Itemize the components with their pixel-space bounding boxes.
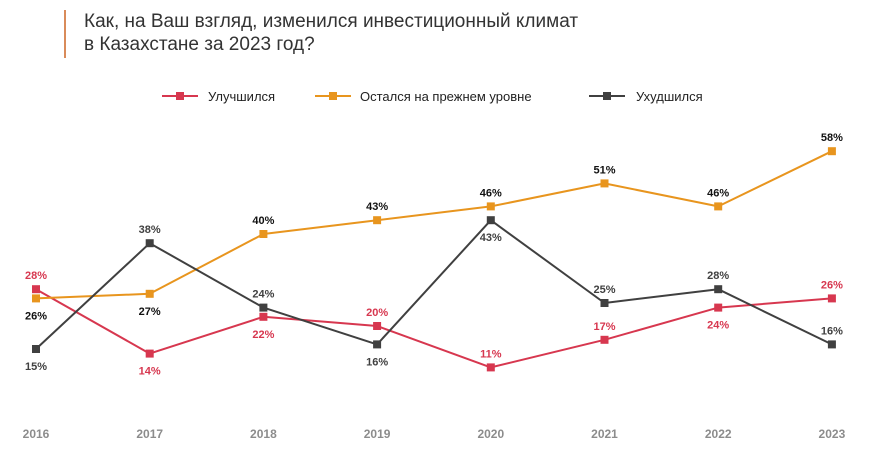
chart-title-line-1: Как, на Ваш взгляд, изменился инвестицио… <box>84 11 579 32</box>
data-label-0-2017: 14% <box>139 366 161 378</box>
data-point-1-2019 <box>373 216 382 225</box>
data-label-2-2016: 15% <box>25 361 47 373</box>
chart-title-line-2: в Казахстане за 2023 год? <box>84 34 315 55</box>
data-point-0-2019 <box>373 322 382 330</box>
data-point-0-2017 <box>145 349 154 358</box>
data-point-2-2016 <box>32 345 40 353</box>
data-label-1-2022: 46% <box>707 187 729 199</box>
data-label-0-2020: 11% <box>480 348 502 360</box>
data-point-1-2022 <box>714 202 723 211</box>
data-point-2-2017 <box>145 239 154 248</box>
data-point-1-2016 <box>32 294 40 303</box>
data-label-2-2018: 24% <box>252 289 274 301</box>
data-label-0-2023: 26% <box>821 279 843 291</box>
data-point-1-2021 <box>600 179 609 188</box>
x-tick-label-2017: 2017 <box>136 427 163 441</box>
data-point-2-2020 <box>486 216 495 225</box>
legend-marker-1 <box>329 92 337 100</box>
data-point-0-2021 <box>600 335 609 344</box>
data-label-0-2021: 17% <box>593 321 615 333</box>
data-label-1-2017: 27% <box>139 306 161 318</box>
data-label-1-2021: 51% <box>593 164 615 176</box>
legend-label-0: Улучшился <box>208 89 275 104</box>
data-label-2-2023: 16% <box>821 325 843 337</box>
data-label-2-2020: 43% <box>480 232 502 244</box>
data-label-2-2021: 25% <box>593 284 615 296</box>
data-point-2-2023 <box>827 340 836 349</box>
legend-marker-2 <box>603 92 611 100</box>
data-label-1-2019: 43% <box>366 201 388 213</box>
data-point-0-2016 <box>32 285 40 294</box>
data-label-1-2020: 46% <box>480 187 502 199</box>
data-label-1-2016: 26% <box>25 310 47 322</box>
x-tick-label-2020: 2020 <box>477 427 504 441</box>
data-point-1-2018 <box>259 230 268 238</box>
legend-marker-0 <box>176 92 184 100</box>
data-point-0-2023 <box>827 294 836 303</box>
data-point-2-2022 <box>714 285 723 294</box>
data-point-1-2023 <box>827 147 836 156</box>
chart-title: Как, на Ваш взгляд, изменился инвестицио… <box>84 10 844 56</box>
x-tick-label-2022: 2022 <box>705 427 732 441</box>
data-point-0-2018 <box>259 312 268 321</box>
data-label-1-2023: 58% <box>821 132 843 144</box>
data-label-2-2017: 38% <box>139 224 161 236</box>
data-label-1-2018: 40% <box>252 215 274 227</box>
x-tick-label-2016: 2016 <box>23 427 50 441</box>
series-line-1 <box>35 150 833 300</box>
data-label-2-2019: 16% <box>366 356 388 368</box>
data-point-0-2022 <box>714 303 723 312</box>
data-point-2-2018 <box>259 303 268 312</box>
data-label-0-2016: 28% <box>25 270 47 282</box>
data-label-0-2018: 22% <box>252 329 274 341</box>
data-label-2-2022: 28% <box>707 270 729 282</box>
data-label-0-2019: 20% <box>366 307 388 319</box>
x-tick-label-2021: 2021 <box>591 427 618 441</box>
series-line-2 <box>35 219 833 350</box>
x-tick-label-2023: 2023 <box>819 427 846 441</box>
data-point-2-2019 <box>373 340 382 349</box>
title-accent-bar <box>64 10 66 58</box>
legend-label-1: Остался на прежнем уровне <box>360 89 532 104</box>
x-tick-label-2019: 2019 <box>364 427 391 441</box>
x-tick-label-2018: 2018 <box>250 427 277 441</box>
data-label-0-2022: 24% <box>707 320 729 332</box>
data-point-1-2020 <box>486 202 495 211</box>
data-point-0-2020 <box>486 363 495 372</box>
data-point-1-2017 <box>145 289 154 298</box>
series-line-0 <box>35 288 832 369</box>
data-point-2-2021 <box>600 299 609 307</box>
legend-label-2: Ухудшился <box>636 89 703 104</box>
